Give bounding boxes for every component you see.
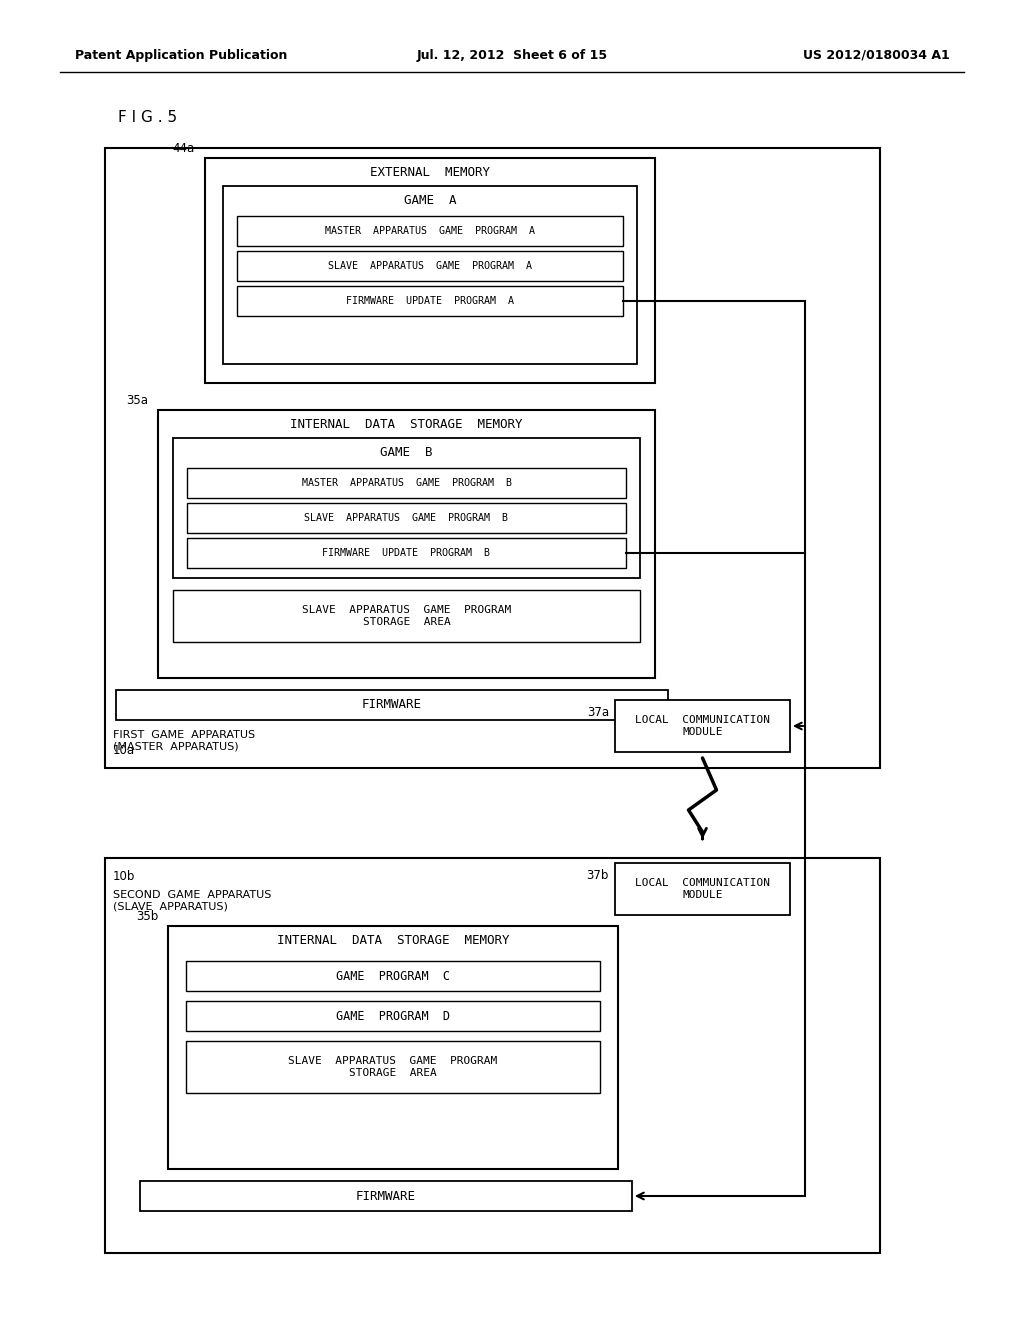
Text: SLAVE  APPARATUS  GAME  PROGRAM
STORAGE  AREA: SLAVE APPARATUS GAME PROGRAM STORAGE ARE… — [302, 605, 511, 627]
Bar — [158, 411, 655, 678]
Text: LOCAL  COMMUNICATION
MODULE: LOCAL COMMUNICATION MODULE — [635, 715, 770, 737]
Bar — [237, 251, 623, 281]
Text: 37b: 37b — [587, 869, 609, 882]
Text: FIRST  GAME  APPARATUS
(MASTER  APPARATUS): FIRST GAME APPARATUS (MASTER APPARATUS) — [113, 730, 255, 751]
Text: GAME  A: GAME A — [403, 194, 457, 206]
Text: SLAVE  APPARATUS  GAME  PROGRAM
STORAGE  AREA: SLAVE APPARATUS GAME PROGRAM STORAGE ARE… — [289, 1056, 498, 1078]
Text: FIRMWARE  UPDATE  PROGRAM  A: FIRMWARE UPDATE PROGRAM A — [346, 296, 514, 306]
Bar — [237, 216, 623, 246]
Text: MASTER  APPARATUS  GAME  PROGRAM  B: MASTER APPARATUS GAME PROGRAM B — [301, 478, 512, 488]
Bar — [187, 503, 626, 533]
Text: 44a: 44a — [173, 141, 195, 154]
Bar — [186, 961, 600, 991]
Text: F I G . 5: F I G . 5 — [118, 111, 177, 125]
Text: 10a: 10a — [113, 743, 135, 756]
Text: GAME  B: GAME B — [380, 446, 433, 458]
Text: 35b: 35b — [136, 909, 158, 923]
Text: 37a: 37a — [587, 706, 609, 719]
Bar — [187, 539, 626, 568]
Bar — [173, 438, 640, 578]
Bar — [186, 1041, 600, 1093]
Text: 10b: 10b — [113, 870, 135, 883]
Bar — [116, 690, 668, 719]
Bar — [105, 858, 880, 1253]
Text: Jul. 12, 2012  Sheet 6 of 15: Jul. 12, 2012 Sheet 6 of 15 — [417, 49, 607, 62]
Bar — [105, 148, 880, 768]
Text: GAME  PROGRAM  C: GAME PROGRAM C — [336, 969, 450, 982]
Bar — [140, 1181, 632, 1210]
Text: EXTERNAL  MEMORY: EXTERNAL MEMORY — [370, 165, 490, 178]
Text: INTERNAL  DATA  STORAGE  MEMORY: INTERNAL DATA STORAGE MEMORY — [290, 417, 522, 430]
Text: 35a: 35a — [126, 393, 148, 407]
Bar — [205, 158, 655, 383]
Text: SLAVE  APPARATUS  GAME  PROGRAM  A: SLAVE APPARATUS GAME PROGRAM A — [328, 261, 532, 271]
Bar — [187, 469, 626, 498]
Bar — [173, 590, 640, 642]
Text: MASTER  APPARATUS  GAME  PROGRAM  A: MASTER APPARATUS GAME PROGRAM A — [325, 226, 535, 236]
Text: LOCAL  COMMUNICATION
MODULE: LOCAL COMMUNICATION MODULE — [635, 878, 770, 900]
Bar — [223, 186, 637, 364]
Bar — [615, 863, 790, 915]
Bar — [186, 1001, 600, 1031]
Text: FIRMWARE  UPDATE  PROGRAM  B: FIRMWARE UPDATE PROGRAM B — [323, 548, 490, 558]
Bar — [615, 700, 790, 752]
Text: SECOND  GAME  APPARATUS
(SLAVE  APPARATUS): SECOND GAME APPARATUS (SLAVE APPARATUS) — [113, 890, 271, 912]
Bar — [237, 286, 623, 315]
Text: US 2012/0180034 A1: US 2012/0180034 A1 — [803, 49, 950, 62]
Text: Patent Application Publication: Patent Application Publication — [75, 49, 288, 62]
Text: FIRMWARE: FIRMWARE — [356, 1189, 416, 1203]
Text: FIRMWARE: FIRMWARE — [362, 698, 422, 711]
Text: SLAVE  APPARATUS  GAME  PROGRAM  B: SLAVE APPARATUS GAME PROGRAM B — [304, 513, 509, 523]
Bar — [168, 927, 618, 1170]
Text: INTERNAL  DATA  STORAGE  MEMORY: INTERNAL DATA STORAGE MEMORY — [276, 933, 509, 946]
Text: GAME  PROGRAM  D: GAME PROGRAM D — [336, 1010, 450, 1023]
